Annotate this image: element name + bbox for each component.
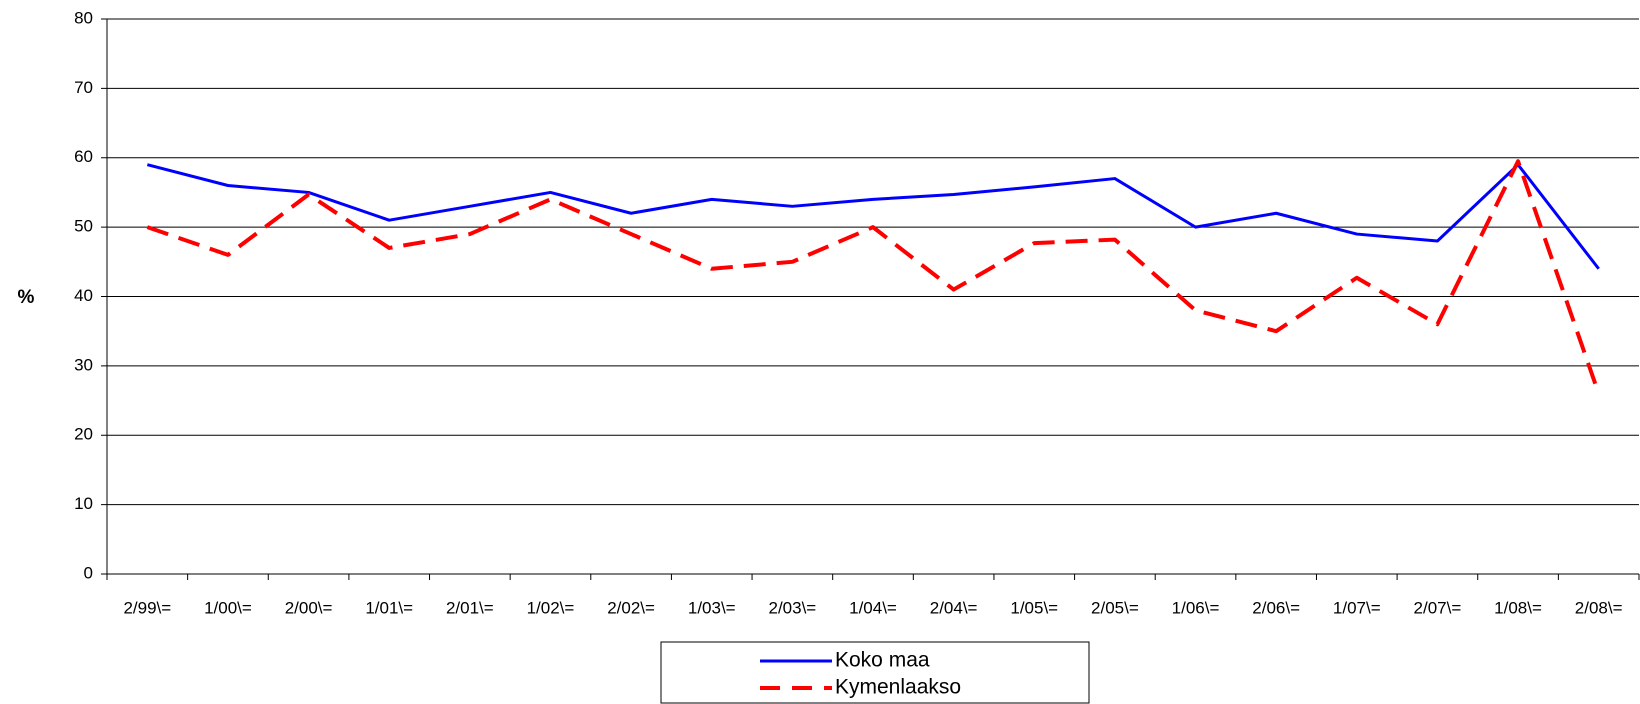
y-tick-label: 40 xyxy=(74,286,93,305)
x-tick-label: 2/01\= xyxy=(446,598,494,617)
legend-label: Kymenlaakso xyxy=(835,676,961,699)
x-tick-label: 1/03\= xyxy=(688,598,736,617)
y-tick-label: 20 xyxy=(74,425,93,444)
x-tick-label: 1/01\= xyxy=(365,598,413,617)
legend-box xyxy=(660,641,1090,704)
series-line xyxy=(146,163,1600,270)
legend-label: Koko maa xyxy=(835,649,930,672)
x-tick-label: 2/03\= xyxy=(768,598,816,617)
x-tick-label: 2/08\= xyxy=(1575,598,1623,617)
x-tick-label: 1/02\= xyxy=(527,598,575,617)
x-tick-label: 1/07\= xyxy=(1333,598,1381,617)
y-tick-label: 70 xyxy=(74,78,93,97)
series-line xyxy=(146,159,1601,395)
y-tick-label: 60 xyxy=(74,147,93,166)
x-tick-label: 2/06\= xyxy=(1252,598,1300,617)
x-tick-label: 1/08\= xyxy=(1494,598,1542,617)
x-tick-label: 1/05\= xyxy=(1010,598,1058,617)
x-tick-label: 2/07\= xyxy=(1414,598,1462,617)
x-tick-label: 2/00\= xyxy=(285,598,333,617)
x-tick-label: 1/00\= xyxy=(204,598,252,617)
y-axis-label: % xyxy=(18,287,35,308)
x-tick-label: 2/99\= xyxy=(123,598,171,617)
y-tick-label: 10 xyxy=(74,494,93,513)
x-tick-label: 2/05\= xyxy=(1091,598,1139,617)
y-tick-label: 0 xyxy=(84,563,93,582)
y-tick-label: 30 xyxy=(74,355,93,374)
x-tick-label: 1/04\= xyxy=(849,598,897,617)
y-tick-label: 50 xyxy=(74,217,93,236)
x-tick-label: 2/04\= xyxy=(930,598,978,617)
y-tick-label: 80 xyxy=(74,8,93,27)
x-tick-label: 2/02\= xyxy=(607,598,655,617)
x-tick-label: 1/06\= xyxy=(1172,598,1220,617)
